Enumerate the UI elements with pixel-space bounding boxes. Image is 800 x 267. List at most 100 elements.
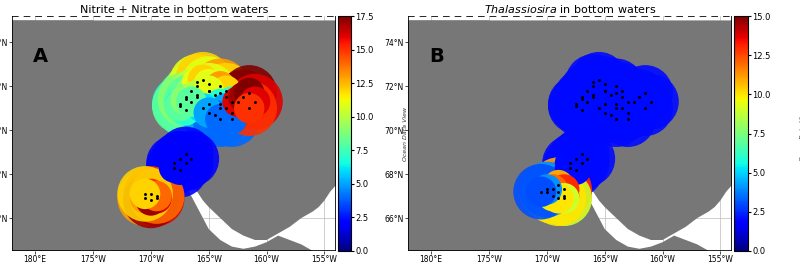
Point bbox=[604, 93, 617, 97]
Point bbox=[563, 161, 576, 165]
Point bbox=[581, 100, 594, 104]
Point bbox=[563, 161, 576, 165]
Point bbox=[190, 93, 203, 97]
Point bbox=[552, 183, 565, 187]
Point bbox=[610, 91, 622, 95]
Point bbox=[150, 196, 163, 201]
Point bbox=[593, 106, 606, 110]
Point bbox=[226, 117, 238, 121]
Point bbox=[598, 82, 611, 86]
Point bbox=[604, 113, 617, 117]
Point bbox=[604, 113, 617, 117]
Point bbox=[575, 95, 588, 99]
Point bbox=[570, 157, 582, 161]
Point bbox=[570, 102, 582, 106]
Point bbox=[558, 196, 570, 201]
Point bbox=[174, 102, 186, 106]
Point bbox=[202, 82, 215, 86]
Point bbox=[197, 106, 210, 110]
Point bbox=[138, 196, 151, 201]
Point bbox=[185, 157, 198, 161]
Point bbox=[604, 93, 617, 97]
Point bbox=[541, 190, 554, 194]
Point bbox=[558, 187, 570, 192]
Point bbox=[633, 95, 646, 99]
Point bbox=[639, 106, 652, 110]
Point bbox=[202, 111, 215, 115]
Point bbox=[610, 106, 622, 110]
Point bbox=[150, 196, 163, 201]
Point bbox=[639, 106, 652, 110]
Point bbox=[598, 82, 611, 86]
Point bbox=[197, 78, 210, 82]
Point bbox=[208, 113, 221, 117]
Point bbox=[586, 95, 599, 99]
Point bbox=[226, 100, 238, 104]
Point bbox=[616, 106, 629, 110]
Point bbox=[231, 100, 244, 104]
Point bbox=[558, 194, 570, 198]
Point bbox=[179, 108, 192, 113]
Point bbox=[552, 183, 565, 187]
Point bbox=[541, 190, 554, 194]
Point bbox=[145, 192, 158, 196]
Point bbox=[563, 165, 576, 170]
Point bbox=[185, 100, 198, 104]
Point bbox=[168, 161, 181, 165]
Point bbox=[581, 89, 594, 93]
Point bbox=[179, 95, 192, 99]
Point bbox=[563, 165, 576, 170]
Point bbox=[226, 111, 238, 115]
Point bbox=[586, 84, 599, 88]
Point bbox=[231, 100, 244, 104]
Point bbox=[249, 100, 262, 104]
Point bbox=[202, 89, 215, 93]
Point bbox=[586, 95, 599, 99]
Point bbox=[179, 97, 192, 102]
Point bbox=[214, 106, 226, 110]
Point bbox=[220, 95, 233, 99]
Point bbox=[581, 157, 594, 161]
Point bbox=[220, 106, 233, 110]
Point bbox=[586, 80, 599, 84]
Point bbox=[604, 93, 617, 97]
Polygon shape bbox=[408, 20, 570, 251]
Point bbox=[174, 157, 186, 161]
Point bbox=[197, 106, 210, 110]
Point bbox=[220, 89, 233, 93]
Point bbox=[586, 93, 599, 97]
Text: Ocean Data View: Ocean Data View bbox=[403, 107, 408, 160]
Point bbox=[197, 78, 210, 82]
Point bbox=[190, 95, 203, 99]
Point bbox=[185, 157, 198, 161]
Point bbox=[249, 100, 262, 104]
Point bbox=[174, 104, 186, 108]
Point bbox=[214, 84, 226, 88]
Point bbox=[226, 111, 238, 115]
Point bbox=[610, 102, 622, 106]
Point bbox=[563, 165, 576, 170]
Point bbox=[237, 95, 250, 99]
Point bbox=[179, 108, 192, 113]
Point bbox=[237, 95, 250, 99]
Point bbox=[616, 95, 629, 99]
Point bbox=[202, 82, 215, 86]
Point bbox=[575, 95, 588, 99]
Point bbox=[610, 84, 622, 88]
Point bbox=[622, 100, 634, 104]
Point bbox=[214, 117, 226, 121]
Point bbox=[150, 194, 163, 198]
Point bbox=[179, 97, 192, 102]
Point bbox=[627, 100, 640, 104]
Point bbox=[598, 102, 611, 106]
Point bbox=[552, 196, 565, 201]
Point bbox=[570, 102, 582, 106]
Point bbox=[145, 198, 158, 203]
Point bbox=[243, 91, 256, 95]
Point bbox=[534, 190, 547, 194]
Point bbox=[541, 187, 554, 192]
Point bbox=[622, 111, 634, 115]
Point bbox=[563, 161, 576, 165]
Point bbox=[610, 91, 622, 95]
Point bbox=[185, 89, 198, 93]
